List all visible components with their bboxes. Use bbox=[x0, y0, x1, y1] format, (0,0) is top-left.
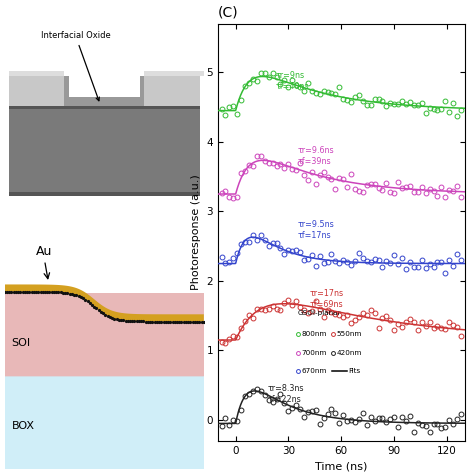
Text: τr=8.3ns
τf=22ns: τr=8.3ns τf=22ns bbox=[267, 384, 304, 404]
Text: 550nm: 550nm bbox=[337, 331, 362, 337]
Text: 700nm: 700nm bbox=[301, 349, 327, 356]
Polygon shape bbox=[5, 284, 204, 321]
Text: τr=9.5ns
τf=17ns: τr=9.5ns τf=17ns bbox=[297, 220, 334, 240]
Polygon shape bbox=[5, 292, 204, 376]
Text: τr=9.6ns
τf=39ns: τr=9.6ns τf=39ns bbox=[297, 146, 334, 166]
Text: Fits: Fits bbox=[348, 368, 361, 374]
Text: SOI: SOI bbox=[12, 338, 31, 348]
Bar bbox=[9, 76, 68, 106]
Text: (C): (C) bbox=[218, 6, 239, 20]
Bar bbox=[64, 76, 69, 106]
Bar bbox=[144, 71, 204, 76]
Text: τr=17ns
τf=69ns: τr=17ns τf=69ns bbox=[310, 289, 344, 310]
Bar bbox=[140, 76, 144, 106]
Text: 800nm: 800nm bbox=[301, 331, 327, 337]
X-axis label: Time (ns): Time (ns) bbox=[315, 461, 367, 471]
Text: 670nm: 670nm bbox=[301, 368, 327, 374]
Y-axis label: Photoresponse (a.u.): Photoresponse (a.u.) bbox=[191, 174, 201, 290]
Text: Interfacial Oxide: Interfacial Oxide bbox=[41, 31, 110, 101]
Text: Au: Au bbox=[36, 246, 53, 258]
Bar bbox=[9, 192, 200, 195]
Text: GSOI-planar: GSOI-planar bbox=[297, 310, 341, 316]
Bar bbox=[140, 76, 200, 106]
Bar bbox=[9, 108, 200, 193]
Text: τr=9ns
τf=40ns: τr=9ns τf=40ns bbox=[276, 71, 310, 91]
Bar bbox=[5, 293, 204, 376]
Text: 420nm: 420nm bbox=[337, 349, 362, 356]
Bar bbox=[5, 376, 204, 469]
Text: BOX: BOX bbox=[12, 421, 35, 431]
Bar bbox=[68, 97, 140, 106]
Bar bbox=[9, 71, 64, 76]
Bar bbox=[9, 106, 200, 109]
